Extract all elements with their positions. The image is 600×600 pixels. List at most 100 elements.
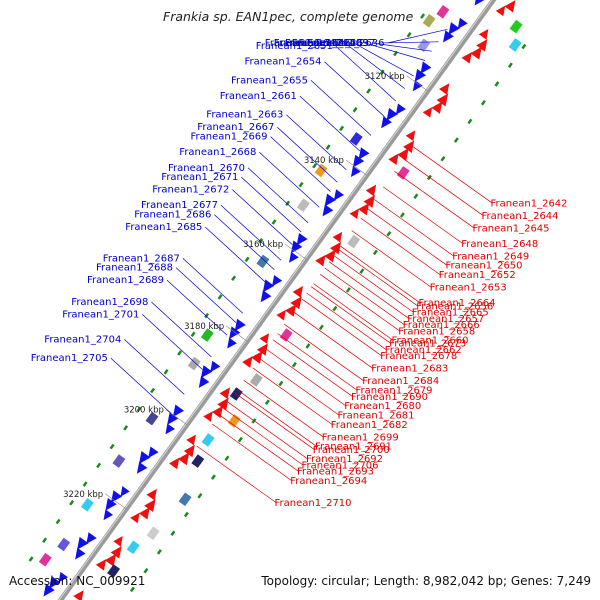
reverse-gene-label[interactable]: Franean1_2684 [362,376,439,387]
feature-box [227,414,241,428]
reverse-gene-label[interactable]: Franean1_2650 [446,261,523,272]
forward-gene-arrow [43,583,55,597]
track-tick [109,443,115,450]
reverse-gene-label[interactable]: Franean1_2653 [430,283,507,294]
reverse-gene-arrow [211,405,223,419]
reverse-gene-arrow [276,309,286,321]
reverse-gene-label[interactable]: Franean1_2662 [385,345,462,356]
forward-gene-label[interactable]: Franean1_2688 [96,263,173,274]
feature-box [112,454,126,468]
forward-gene-label[interactable]: Franean1_2704 [44,334,121,345]
reverse-gene-label[interactable]: Franean1_2690 [351,392,428,403]
forward-gene-label[interactable]: Franean1_2705 [31,353,108,364]
forward-gene-label[interactable]: Franean1_2669 [191,132,268,143]
forward-gene-label[interactable]: Franean1_2686 [134,210,211,221]
forward-gene-label[interactable]: Franean1_2671 [161,172,238,183]
reverse-gene-label[interactable]: Franean1_2693 [297,467,374,478]
reverse-gene-label[interactable]: Franean1_2681 [338,411,415,422]
forward-gene-label[interactable]: Franean1_2637 [299,38,376,49]
reverse-gene-label[interactable]: Franean1_2691 [315,442,392,453]
forward-gene-arrow [352,154,365,168]
forward-gene-arrow [105,497,117,511]
reverse-gene-label[interactable]: Franean1_2657 [407,314,484,325]
ruler-tick [285,243,307,260]
reverse-gene-label[interactable]: Franean1_2658 [398,326,475,337]
forward-gene-label[interactable]: Franean1_2663 [206,110,283,121]
reverse-gene-label[interactable]: Franean1_2678 [380,351,457,362]
reverse-gene-arrow [219,387,230,400]
reverse-gene-label[interactable]: Franean1_2665 [412,308,489,319]
forward-gene-label[interactable]: Franean1_2672 [152,185,229,196]
gene-leader-line [265,348,347,407]
gene-leader-line [272,339,354,398]
reverse-gene-label[interactable]: Franean1_2666 [403,320,480,331]
reverse-gene-arrow [403,140,415,154]
reverse-gene-label[interactable]: Franean1_2656 [416,301,493,312]
track-tick [399,212,405,218]
track-tick [312,163,318,169]
forward-gene-label[interactable]: Franean1_2685 [125,222,202,233]
gene-leader-line [351,230,432,288]
feature-box [347,234,361,249]
reverse-gene-label[interactable]: Franean1_2642 [491,198,568,209]
reverse-gene-label[interactable]: Franean1_2706 [302,460,379,471]
gene-leader-line [234,392,315,451]
forward-gene-label[interactable]: Franean1_2654 [245,57,322,68]
forward-gene-label[interactable]: Franean1_2639 [292,38,369,49]
forward-gene-arrow [200,365,213,379]
reverse-gene-label[interactable]: Franean1_2648 [461,239,538,250]
reverse-gene-label[interactable]: Franean1_2664 [419,298,496,309]
track-tick [258,237,264,244]
reverse-gene-label[interactable]: Franean1_2683 [371,364,448,375]
reverse-gene-label[interactable]: Franean1_2673 [389,339,466,350]
reverse-gene-label[interactable]: Franean1_2700 [313,445,390,456]
reverse-gene-label[interactable]: Franean1_2694 [290,476,367,487]
reverse-gene-arrow [146,488,157,501]
forward-gene-label[interactable]: Franean1_2651 [256,41,333,52]
forward-gene-label[interactable]: Franean1_2646 [274,38,351,49]
reverse-gene-label[interactable]: Franean1_2710 [275,498,352,509]
forward-gene-label[interactable]: Franean1_2689 [87,275,164,286]
track-tick [210,474,216,480]
reverse-gene-label[interactable]: Franean1_2645 [473,223,550,234]
reverse-gene-label[interactable]: Franean1_2682 [331,420,408,431]
reverse-gene-arrow [292,286,304,298]
forward-gene-arrow [260,290,272,303]
reverse-gene-label[interactable]: Franean1_2652 [439,270,516,281]
reverse-gene-label[interactable]: Franean1_2699 [322,432,399,443]
forward-gene-label[interactable]: Franean1_2655 [231,75,308,86]
gene-leader-line [360,217,441,276]
feature-box [422,13,436,28]
reverse-gene-label[interactable]: Franean1_2660 [392,336,469,347]
forward-gene-label[interactable]: Franean1_2667 [197,122,274,133]
accession-text: Accession: NC_009921 [9,574,146,588]
reverse-gene-arrow [436,93,449,107]
reverse-gene-label[interactable]: Franean1_2649 [452,251,529,262]
track-tick [325,144,331,150]
forward-gene-label[interactable]: Franean1_2668 [179,147,256,158]
reverse-gene-label[interactable]: Franean1_2644 [482,211,559,222]
forward-gene-label[interactable]: Franean1_2647 [265,38,342,49]
forward-gene-label[interactable]: Franean1_2661 [220,91,297,102]
forward-gene-label[interactable]: Franean1_2677 [141,200,218,211]
gene-leader-line [283,323,365,382]
gene-label-layer[interactable]: Franean1_2636Franean1_2637Franean1_2639F… [31,38,568,509]
feature-box [256,254,270,269]
reverse-gene-label[interactable]: Franean1_2692 [306,454,383,465]
reverse-gene-label[interactable]: Franean1_2679 [356,386,433,397]
forward-gene-label[interactable]: Franean1_2698 [71,297,148,308]
reverse-gene-arrow [358,202,370,216]
reverse-gene-label[interactable]: Franean1_2680 [344,401,421,412]
forward-gene-label[interactable]: Franean1_2687 [103,253,180,264]
ruler-tick [406,75,428,92]
forward-gene-label[interactable]: Franean1_2670 [168,163,245,174]
forward-gene-label[interactable]: Franean1_2701 [62,309,139,320]
track-tick [55,518,61,525]
ruler-label: 3220 kbp [63,490,103,500]
forward-gene-label[interactable]: Franean1_2636 [308,38,385,49]
forward-gene-label[interactable]: Franean1_2640 [285,38,362,49]
reverse-gene-arrow [110,546,122,559]
feature-box [436,4,450,19]
gene-leader-line [218,414,300,472]
track-tick [345,287,351,293]
